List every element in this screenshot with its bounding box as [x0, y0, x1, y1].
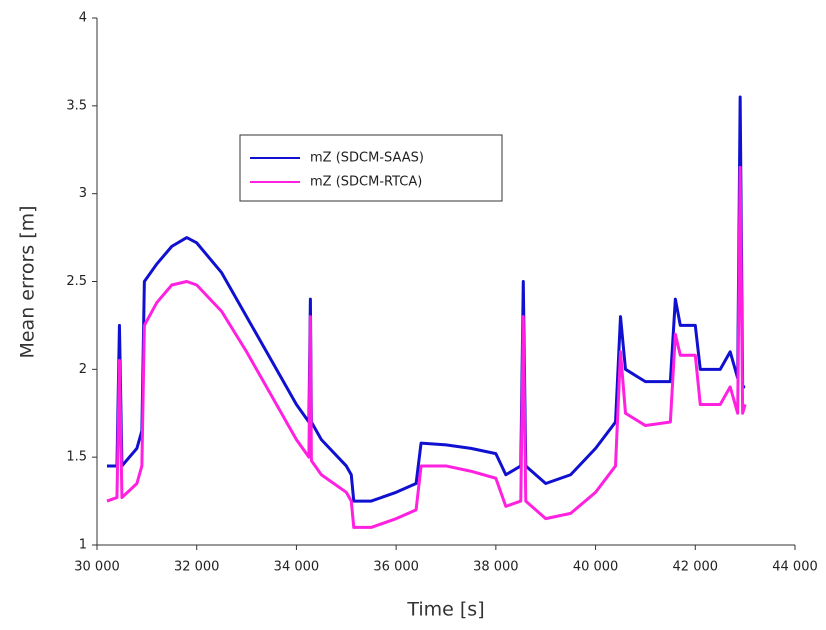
x-tick-label: 36 000	[373, 560, 419, 575]
x-tick-label: 40 000	[573, 560, 619, 575]
y-tick-label: 1.5	[66, 450, 87, 465]
legend-label: mZ (SDCM-RTCA)	[310, 175, 422, 190]
x-axis-title: Time [s]	[406, 599, 484, 621]
legend-label: mZ (SDCM-SAAS)	[310, 151, 424, 166]
data-line	[106, 95, 746, 503]
y-tick-label: 4	[79, 11, 87, 26]
x-tick-label: 38 000	[473, 560, 519, 575]
x-tick-label: 44 000	[772, 560, 818, 575]
y-tick-label: 3	[79, 186, 87, 201]
legend-box	[239, 134, 503, 202]
x-tick-label: 32 000	[174, 560, 220, 575]
y-tick-label: 2	[79, 362, 87, 377]
y-axis-title: Mean errors [m]	[17, 205, 39, 358]
y-tick-label: 2.5	[66, 274, 87, 289]
x-tick-label: 30 000	[74, 560, 120, 575]
x-tick-label: 34 000	[274, 560, 320, 575]
y-tick-label: 3.5	[66, 98, 87, 113]
y-tick-label: 1	[79, 538, 87, 553]
x-tick-label: 42 000	[673, 560, 719, 575]
data-line	[106, 165, 747, 529]
